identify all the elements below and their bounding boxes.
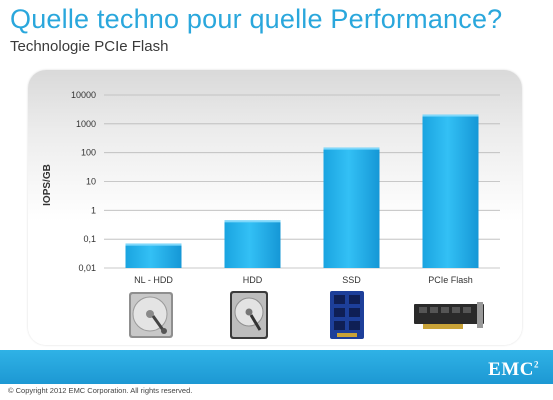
footer-bar: [0, 350, 553, 384]
x-tick-label: SSD: [342, 275, 361, 285]
bar-highlight: [125, 243, 182, 246]
bars: [125, 114, 479, 268]
y-tick-label: 1000: [76, 119, 96, 129]
bar: [224, 220, 281, 268]
x-tick-label: NL - HDD: [134, 275, 173, 285]
y-tick-label: 1: [91, 205, 96, 215]
emc-logo-text: EMC: [488, 359, 534, 380]
y-tick-label: 100: [81, 148, 96, 158]
bar-highlight: [224, 220, 281, 223]
y-tick-label: 10000: [71, 90, 96, 100]
bar-highlight: [323, 147, 380, 150]
bar: [422, 114, 479, 268]
slide-title: Quelle techno pour quelle Performance?: [10, 4, 503, 34]
y-tick-labels: 10000 1000 100 10 1 0,1 0,01: [71, 90, 96, 273]
nl-hdd-drive-icon: [129, 292, 173, 338]
bar: [323, 147, 380, 268]
slide-subtitle: Technologie PCIe Flash: [10, 38, 169, 55]
x-tick-label: HDD: [243, 275, 263, 285]
y-axis-label: IOPS/GB: [42, 164, 53, 206]
y-tick-label: 10: [86, 177, 96, 187]
bar-highlight: [422, 114, 479, 117]
pcie-flash-card-icon: [414, 302, 484, 329]
x-tick-label: PCIe Flash: [428, 275, 473, 285]
ssd-board-icon: [330, 291, 364, 339]
bar: [125, 243, 182, 268]
y-tick-label: 0,01: [78, 263, 96, 273]
emc-logo-sup: 2: [534, 359, 539, 370]
copyright-text: © Copyright 2012 EMC Corporation. All ri…: [8, 386, 193, 395]
hdd-drive-icon: [230, 291, 268, 339]
y-tick-label: 0,1: [83, 234, 96, 244]
emc-logo: EMC2: [488, 359, 539, 381]
x-tick-labels: NL - HDD HDD SSD PCIe Flash: [134, 275, 473, 285]
